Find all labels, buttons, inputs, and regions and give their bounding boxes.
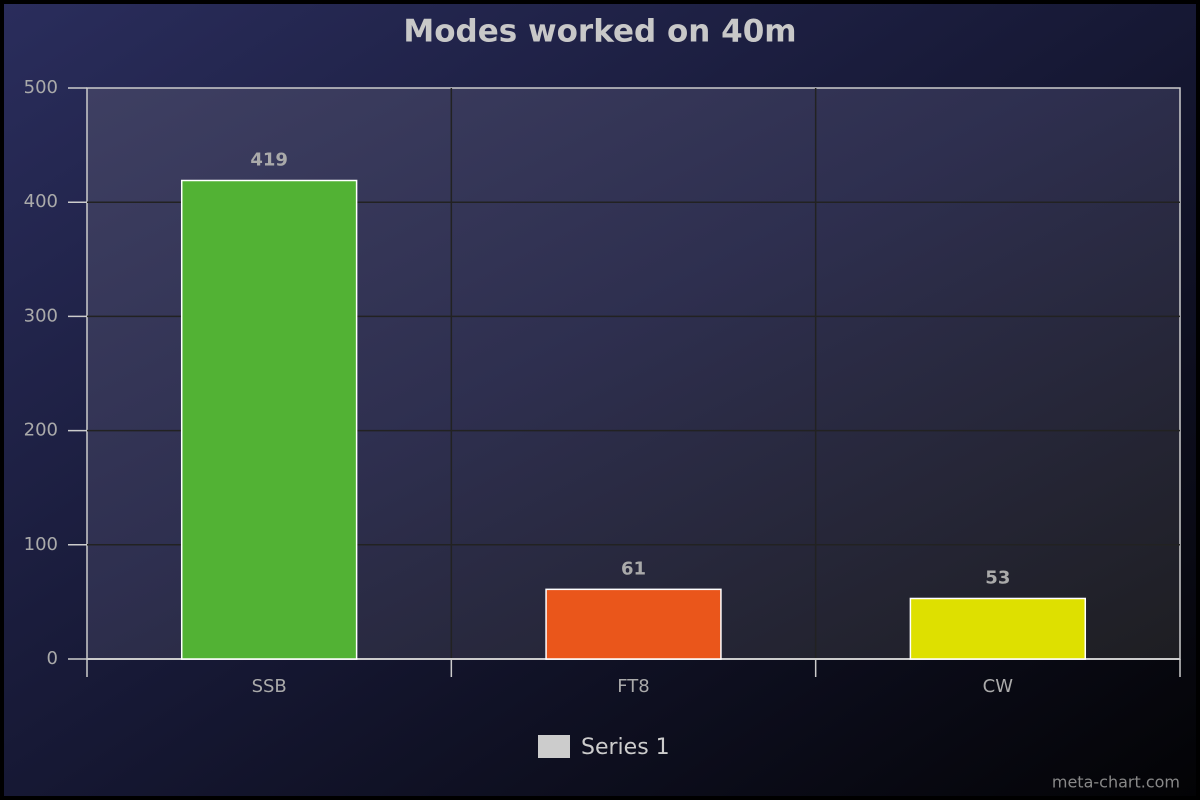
y-tick-label: 0 bbox=[47, 648, 58, 669]
chart-title: Modes worked on 40m bbox=[403, 14, 796, 50]
bar bbox=[180, 179, 358, 660]
y-tick-label: 400 bbox=[24, 191, 58, 212]
y-tick-label: 200 bbox=[24, 420, 58, 441]
x-tick-label: SSB bbox=[252, 676, 287, 697]
bar bbox=[909, 597, 1087, 660]
legend-swatch bbox=[538, 735, 570, 758]
x-tick-label: FT8 bbox=[617, 676, 649, 697]
legend-label: Series 1 bbox=[581, 735, 670, 760]
y-tick-label: 500 bbox=[24, 77, 58, 98]
value-label: 53 bbox=[985, 567, 1010, 588]
bar bbox=[545, 588, 722, 660]
y-tick-label: 100 bbox=[24, 534, 58, 555]
y-tick-label: 300 bbox=[24, 305, 58, 326]
x-tick-label: CW bbox=[983, 676, 1014, 697]
watermark: meta-chart.com bbox=[1052, 773, 1180, 792]
value-label: 61 bbox=[621, 558, 646, 579]
value-label: 419 bbox=[250, 150, 288, 171]
